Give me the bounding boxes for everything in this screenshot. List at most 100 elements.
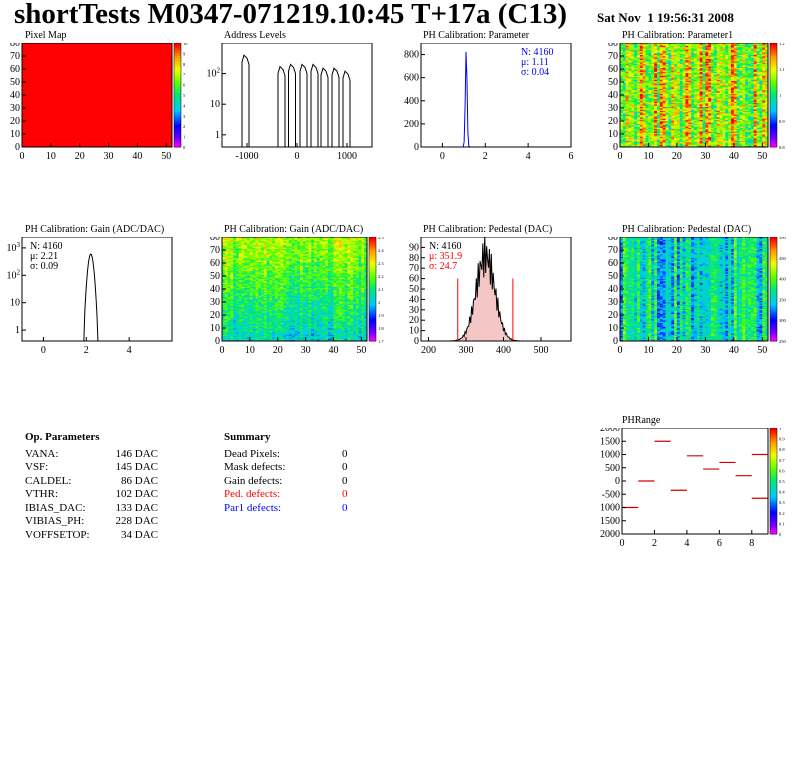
heatmap-cell bbox=[166, 65, 170, 67]
heatmap-cell bbox=[85, 105, 89, 107]
heatmap-cell bbox=[36, 93, 40, 96]
heatmap-cell bbox=[71, 102, 75, 105]
heatmap-cell bbox=[94, 124, 98, 127]
heatmap-cell bbox=[42, 134, 46, 136]
heatmap-cell bbox=[39, 84, 43, 87]
heatmap-cell bbox=[68, 104, 72, 106]
heatmap-cell bbox=[39, 110, 43, 113]
heatmap-cell bbox=[157, 50, 161, 53]
heatmap-cell bbox=[56, 115, 60, 118]
heatmap-cell bbox=[82, 123, 86, 126]
page-date: Sat Nov 1 19:56:31 2008 bbox=[597, 10, 734, 25]
heatmap-cell bbox=[128, 76, 132, 79]
heatmap-cell bbox=[143, 140, 147, 143]
heatmap-cell bbox=[637, 74, 641, 76]
heatmap-cell bbox=[137, 118, 141, 120]
heatmap-cell bbox=[128, 79, 132, 81]
heatmap-cell bbox=[53, 134, 57, 136]
heatmap-cell bbox=[148, 44, 153, 46]
heatmap-cell bbox=[128, 139, 132, 141]
heatmap-cell bbox=[637, 140, 641, 143]
heatmap-cell bbox=[47, 126, 52, 128]
heatmap-cell bbox=[639, 105, 644, 107]
heatmap-cell bbox=[73, 143, 78, 145]
heatmap-cell bbox=[97, 76, 101, 79]
heatmap-cell bbox=[146, 137, 150, 140]
heatmap-cell bbox=[146, 106, 150, 109]
heatmap-cell bbox=[114, 124, 118, 127]
heatmap-cell bbox=[50, 91, 55, 93]
heatmap-cell bbox=[27, 82, 31, 84]
heatmap-cell bbox=[30, 84, 34, 87]
heatmap-cell bbox=[79, 93, 83, 96]
heatmap-cell bbox=[45, 127, 49, 130]
heatmap-cell bbox=[33, 101, 37, 104]
heatmap-cell bbox=[154, 54, 158, 57]
heatmap-cell bbox=[88, 43, 92, 45]
heatmap-cell bbox=[102, 57, 106, 59]
heatmap-cell bbox=[82, 119, 86, 122]
heatmap-cell bbox=[42, 63, 46, 66]
heatmap-cell bbox=[628, 76, 632, 79]
heatmap-cell bbox=[36, 88, 40, 91]
heatmap-cell bbox=[625, 63, 629, 66]
heatmap-cell bbox=[131, 111, 135, 114]
heatmap-cell bbox=[125, 91, 130, 93]
heatmap-cell bbox=[88, 54, 92, 57]
heatmap-cell bbox=[47, 67, 52, 70]
heatmap-cell bbox=[166, 122, 170, 124]
heatmap-cell bbox=[94, 113, 98, 115]
heatmap-cell bbox=[59, 72, 63, 75]
x-tick-label: 0 bbox=[20, 151, 25, 162]
heatmap-cell bbox=[108, 135, 112, 137]
heatmap-cell bbox=[62, 72, 66, 75]
heatmap-cell bbox=[71, 106, 75, 109]
heatmap-cell bbox=[79, 74, 83, 76]
heatmap-cell bbox=[53, 131, 57, 133]
heatmap-cell bbox=[140, 91, 144, 93]
heatmap-cell bbox=[94, 101, 98, 104]
heatmap-cell bbox=[27, 79, 31, 81]
heatmap-cell bbox=[114, 95, 118, 97]
heatmap-cell bbox=[622, 115, 626, 118]
heatmap-cell bbox=[131, 117, 135, 119]
heatmap-cell bbox=[99, 119, 104, 122]
heatmap-cell bbox=[108, 100, 112, 102]
heatmap-cell bbox=[45, 141, 49, 144]
heatmap-cell bbox=[117, 74, 121, 76]
heatmap-cell bbox=[24, 44, 29, 46]
heatmap-cell bbox=[120, 49, 124, 52]
heatmap-cell bbox=[88, 72, 92, 75]
heatmap-cell bbox=[120, 78, 124, 80]
heatmap-cell bbox=[79, 50, 83, 53]
heatmap-cell bbox=[111, 131, 115, 133]
heatmap-cell bbox=[163, 50, 167, 53]
heatmap-cell bbox=[47, 143, 52, 145]
heatmap-cell bbox=[79, 139, 83, 141]
heatmap-cell bbox=[79, 126, 83, 128]
heatmap-cell bbox=[157, 139, 161, 141]
heatmap-cell bbox=[163, 65, 167, 67]
heatmap-cell bbox=[628, 57, 632, 59]
heatmap-cell bbox=[105, 44, 109, 46]
heatmap-cell bbox=[59, 117, 63, 119]
heatmap-cell bbox=[36, 79, 40, 81]
heatmap-cell bbox=[125, 49, 130, 52]
heatmap-cell bbox=[91, 113, 95, 115]
heatmap-cell bbox=[122, 54, 127, 57]
heatmap-cell bbox=[634, 105, 638, 107]
heatmap-cell bbox=[114, 84, 118, 87]
heatmap-cell bbox=[68, 59, 72, 62]
heatmap-cell bbox=[97, 104, 101, 106]
heatmap-cell bbox=[62, 43, 66, 45]
heatmap-cell bbox=[639, 83, 644, 85]
heatmap-cell bbox=[620, 105, 624, 107]
heatmap-cell bbox=[82, 48, 86, 50]
heatmap-cell bbox=[622, 84, 626, 87]
heatmap-cell bbox=[122, 88, 127, 91]
heatmap-cell bbox=[50, 69, 55, 71]
heatmap-cell bbox=[140, 95, 144, 97]
heatmap-cell bbox=[82, 46, 86, 49]
heatmap-cell bbox=[166, 127, 170, 130]
heatmap-cell bbox=[160, 101, 164, 104]
